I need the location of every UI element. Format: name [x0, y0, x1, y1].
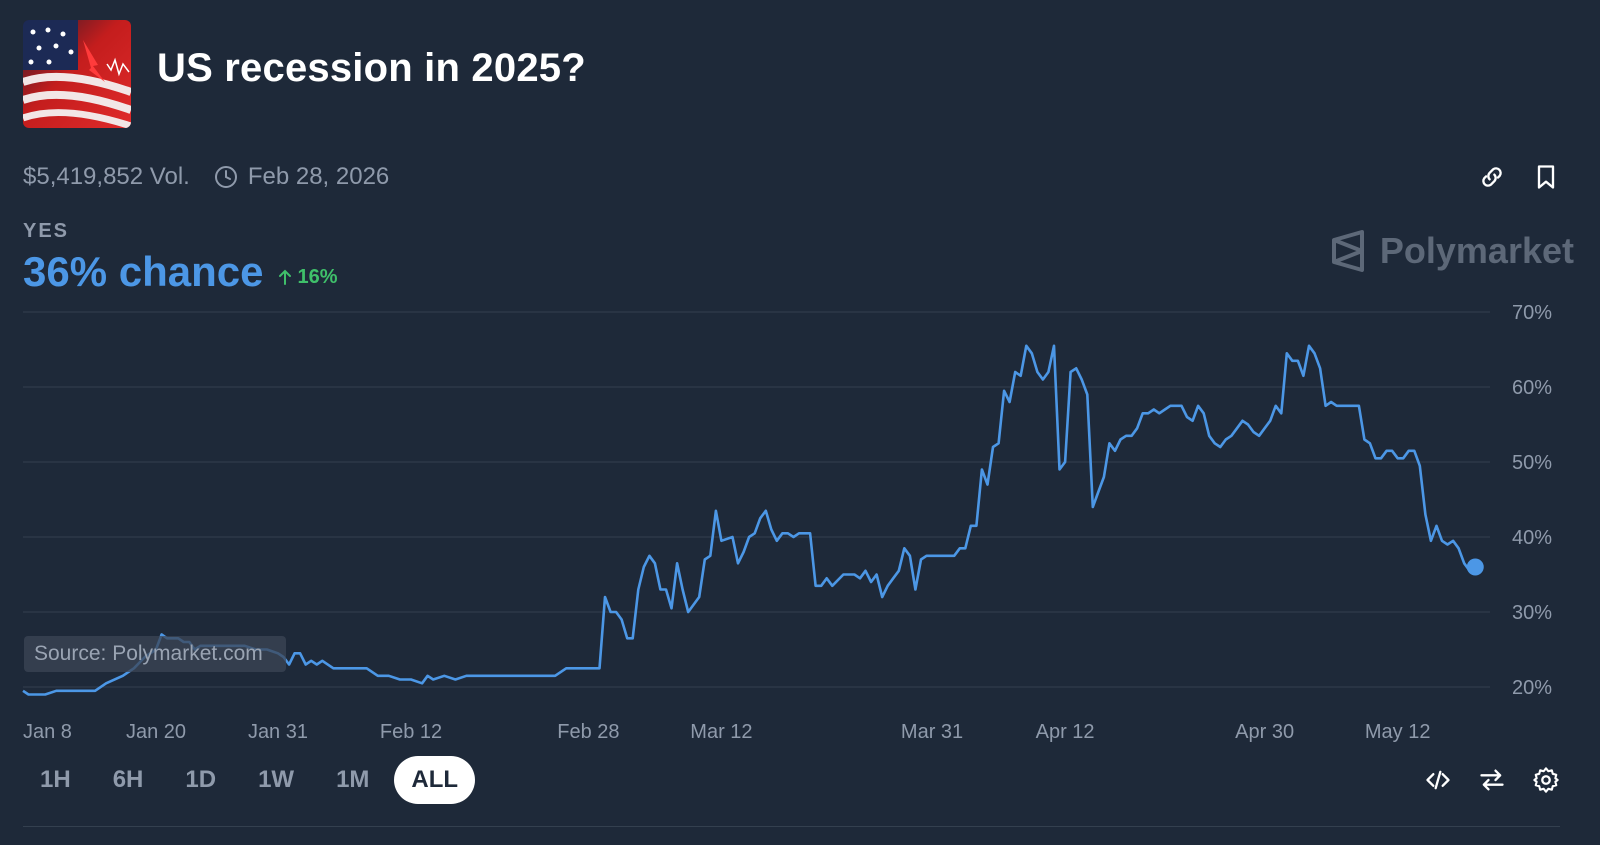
- brand-name: Polymarket: [1379, 230, 1574, 271]
- x-tick-label: Feb 12: [380, 721, 442, 743]
- x-tick-label: Jan 8: [23, 721, 72, 743]
- x-axis-ticks: Jan 8 Jan 20 Jan 31 Feb 12 Feb 28 Mar 12 Mar 3…: [23, 721, 1430, 743]
- y-tick-label: 20%: [1512, 677, 1552, 699]
- outcome-chance: 36% chance 16%: [23, 248, 338, 296]
- bottom-divider: [23, 826, 1560, 827]
- clock-icon: [214, 166, 237, 188]
- range-button-1h[interactable]: 1H: [40, 766, 71, 793]
- x-tick-label: Feb 28: [557, 721, 619, 743]
- swap-outcome-button[interactable]: [1478, 766, 1506, 794]
- chance-delta-value: 16%: [297, 265, 338, 288]
- range-button-1w[interactable]: 1W: [258, 766, 295, 793]
- y-tick-label: 40%: [1512, 527, 1552, 549]
- price-chart: 20% 30% 40% 50% 60% 70% Jan 8 Jan 20 Jan 31 Feb …: [22, 302, 1552, 743]
- embed-code-icon: [1426, 770, 1450, 790]
- y-tick-label: 30%: [1512, 602, 1552, 624]
- y-tick-label: 60%: [1512, 377, 1552, 399]
- y-tick-label: 50%: [1512, 452, 1552, 474]
- outcome-label: YES: [23, 220, 70, 242]
- x-tick-label: Jan 20: [126, 721, 186, 743]
- link-icon: [1482, 167, 1502, 187]
- chance-delta: 16%: [277, 265, 338, 289]
- swap-icon: [1480, 769, 1504, 791]
- range-button-1m[interactable]: 1M: [336, 766, 370, 793]
- chart-actions: [1424, 766, 1560, 794]
- chance-value: 36% chance: [23, 248, 264, 295]
- brand-watermark: Polymarket: [1328, 228, 1574, 274]
- x-tick-label: Jan 31: [248, 721, 308, 743]
- volume-text: $5,419,852 Vol.: [23, 163, 190, 190]
- y-axis-ticks: 20% 30% 40% 50% 60% 70%: [1512, 302, 1552, 699]
- market-thumbnail: [23, 20, 131, 128]
- x-tick-label: Mar 12: [690, 721, 752, 743]
- range-button-6h[interactable]: 6H: [112, 766, 144, 793]
- market-actions: [1478, 163, 1560, 191]
- bookmark-icon: [1537, 165, 1555, 189]
- y-tick-label: 70%: [1512, 302, 1552, 324]
- polymarket-logo-icon: [1331, 230, 1364, 272]
- market-meta: $5,419,852 Vol. Feb 28, 2026: [23, 163, 389, 191]
- series-line-yes: [22, 344, 1477, 696]
- embed-button[interactable]: [1424, 766, 1452, 794]
- x-tick-label: Apr 30: [1235, 721, 1294, 743]
- chart-settings-button[interactable]: [1532, 766, 1560, 794]
- bookmark-button[interactable]: [1532, 163, 1560, 191]
- end-date-text: Feb 28, 2026: [247, 163, 390, 190]
- copy-link-button[interactable]: [1478, 163, 1506, 191]
- market-title: US recession in 2025?: [157, 46, 586, 90]
- source-badge: Source: Polymarket.com: [24, 636, 286, 672]
- chart-grid: [23, 311, 1490, 688]
- us-flag-thumbnail-icon: [23, 20, 131, 128]
- settings-gear-icon: [1533, 767, 1559, 793]
- range-button-all[interactable]: ALL: [394, 756, 476, 804]
- time-range-selector: 1H 6H 1D 1W 1M ALL: [23, 756, 476, 804]
- x-tick-label: Mar 31: [901, 721, 963, 743]
- last-value-point: [1466, 558, 1484, 576]
- arrow-up-icon: [279, 269, 292, 285]
- x-tick-label: Apr 12: [1036, 721, 1095, 743]
- x-tick-label: May 12: [1365, 721, 1431, 743]
- range-button-1d[interactable]: 1D: [185, 766, 217, 793]
